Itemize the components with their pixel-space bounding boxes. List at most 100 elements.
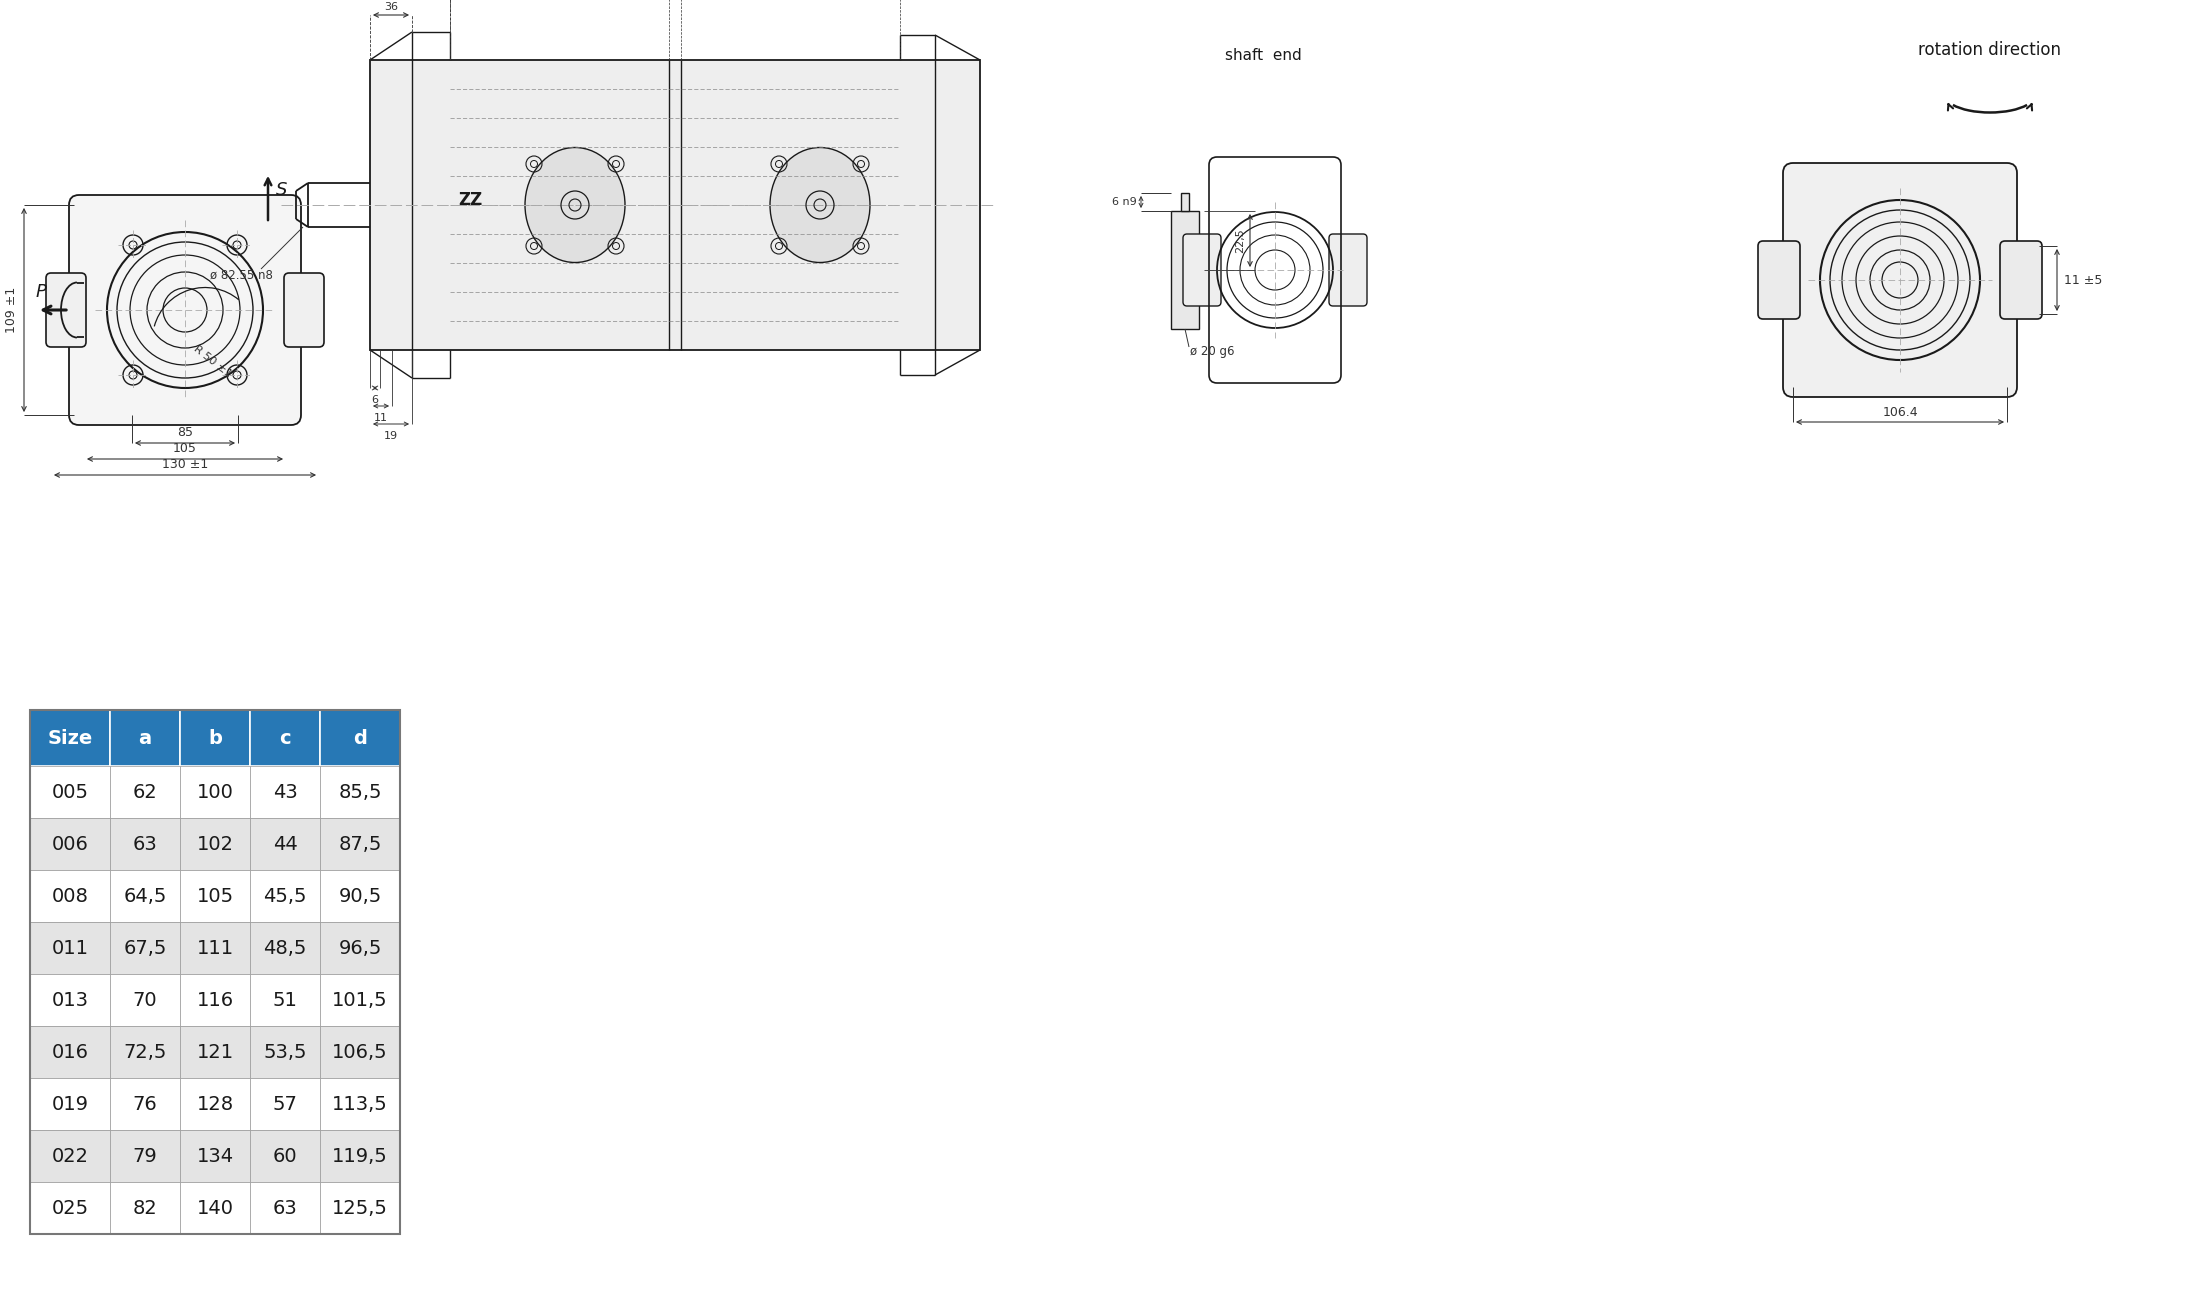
Bar: [110, 765, 180, 818]
Bar: [110, 1078, 180, 1131]
Text: 72,5: 72,5: [123, 1042, 167, 1061]
Text: 008: 008: [53, 887, 88, 905]
Text: 140: 140: [197, 1198, 235, 1218]
Bar: [31, 922, 110, 974]
Bar: [250, 709, 320, 765]
Bar: [320, 1026, 399, 1078]
Bar: [250, 974, 320, 1026]
Bar: [320, 1131, 399, 1181]
Text: 105: 105: [173, 442, 197, 455]
Bar: [250, 1131, 320, 1181]
Text: 45,5: 45,5: [263, 887, 307, 905]
Text: 85: 85: [178, 426, 193, 439]
Bar: [31, 709, 110, 765]
Text: b: b: [208, 729, 221, 747]
Text: 125,5: 125,5: [331, 1198, 388, 1218]
Bar: [31, 974, 110, 1026]
Text: 111: 111: [197, 939, 235, 957]
Bar: [320, 765, 399, 818]
Bar: [180, 1026, 250, 1078]
Text: 19: 19: [384, 432, 399, 441]
Bar: [110, 1026, 180, 1078]
Text: 63: 63: [134, 835, 158, 854]
Bar: [320, 1078, 399, 1131]
Bar: [250, 765, 320, 818]
Bar: [320, 709, 399, 765]
Bar: [110, 922, 180, 974]
Text: 22,5: 22,5: [1234, 228, 1245, 253]
Text: 119,5: 119,5: [333, 1146, 388, 1166]
Text: rotation direction: rotation direction: [1918, 40, 2060, 59]
Text: 53,5: 53,5: [263, 1042, 307, 1061]
Text: 11: 11: [375, 413, 388, 422]
Bar: [31, 709, 399, 1234]
Text: 016: 016: [50, 1042, 88, 1061]
Bar: [110, 870, 180, 922]
Text: d: d: [353, 729, 366, 747]
Ellipse shape: [526, 147, 625, 262]
Bar: [320, 974, 399, 1026]
Bar: [1181, 193, 1188, 211]
Bar: [250, 922, 320, 974]
Text: 116: 116: [197, 991, 235, 1009]
Text: 82: 82: [134, 1198, 158, 1218]
Bar: [31, 818, 110, 870]
Text: 63: 63: [272, 1198, 298, 1218]
Bar: [31, 1078, 110, 1131]
Bar: [250, 870, 320, 922]
Text: 019: 019: [50, 1094, 88, 1114]
Text: 005: 005: [50, 782, 88, 802]
FancyBboxPatch shape: [46, 273, 85, 347]
Text: 87,5: 87,5: [338, 835, 381, 854]
Text: 106.4: 106.4: [1883, 406, 1918, 419]
Text: S: S: [276, 181, 287, 200]
Text: 022: 022: [50, 1146, 88, 1166]
Text: 44: 44: [272, 835, 298, 854]
Bar: [250, 1181, 320, 1234]
Bar: [31, 1131, 110, 1181]
Bar: [110, 974, 180, 1026]
Text: 134: 134: [197, 1146, 235, 1166]
Bar: [180, 765, 250, 818]
Ellipse shape: [769, 147, 870, 262]
Bar: [180, 709, 250, 765]
Text: 11 ±5: 11 ±5: [2065, 274, 2102, 287]
Bar: [110, 1131, 180, 1181]
Text: c: c: [278, 729, 292, 747]
FancyBboxPatch shape: [1184, 233, 1221, 306]
Bar: [250, 818, 320, 870]
Text: 100: 100: [197, 782, 232, 802]
Text: 006: 006: [53, 835, 88, 854]
Text: 102: 102: [197, 835, 235, 854]
Text: 51: 51: [272, 991, 298, 1009]
FancyBboxPatch shape: [68, 196, 300, 425]
Text: 43: 43: [272, 782, 298, 802]
Bar: [320, 818, 399, 870]
Bar: [180, 1181, 250, 1234]
Text: 96,5: 96,5: [338, 939, 381, 957]
Text: 106,5: 106,5: [333, 1042, 388, 1061]
Text: 60: 60: [272, 1146, 298, 1166]
Text: 013: 013: [50, 991, 88, 1009]
Text: 121: 121: [197, 1042, 235, 1061]
Text: 130 ±1: 130 ±1: [162, 459, 208, 472]
Text: ZZ: ZZ: [458, 190, 482, 209]
Bar: [31, 1181, 110, 1234]
Bar: [31, 1026, 110, 1078]
Text: 76: 76: [134, 1094, 158, 1114]
Text: 85,5: 85,5: [338, 782, 381, 802]
Bar: [180, 1078, 250, 1131]
Bar: [180, 1131, 250, 1181]
Text: ø 20 g6: ø 20 g6: [1190, 344, 1234, 357]
Bar: [1171, 211, 1199, 329]
Text: 79: 79: [134, 1146, 158, 1166]
Text: shaft  end: shaft end: [1225, 47, 1302, 63]
Text: 67,5: 67,5: [123, 939, 167, 957]
Bar: [110, 1181, 180, 1234]
Bar: [31, 870, 110, 922]
Text: 011: 011: [50, 939, 88, 957]
Text: 57: 57: [272, 1094, 298, 1114]
Bar: [180, 974, 250, 1026]
FancyBboxPatch shape: [1782, 163, 2017, 396]
Text: 36: 36: [384, 3, 399, 12]
